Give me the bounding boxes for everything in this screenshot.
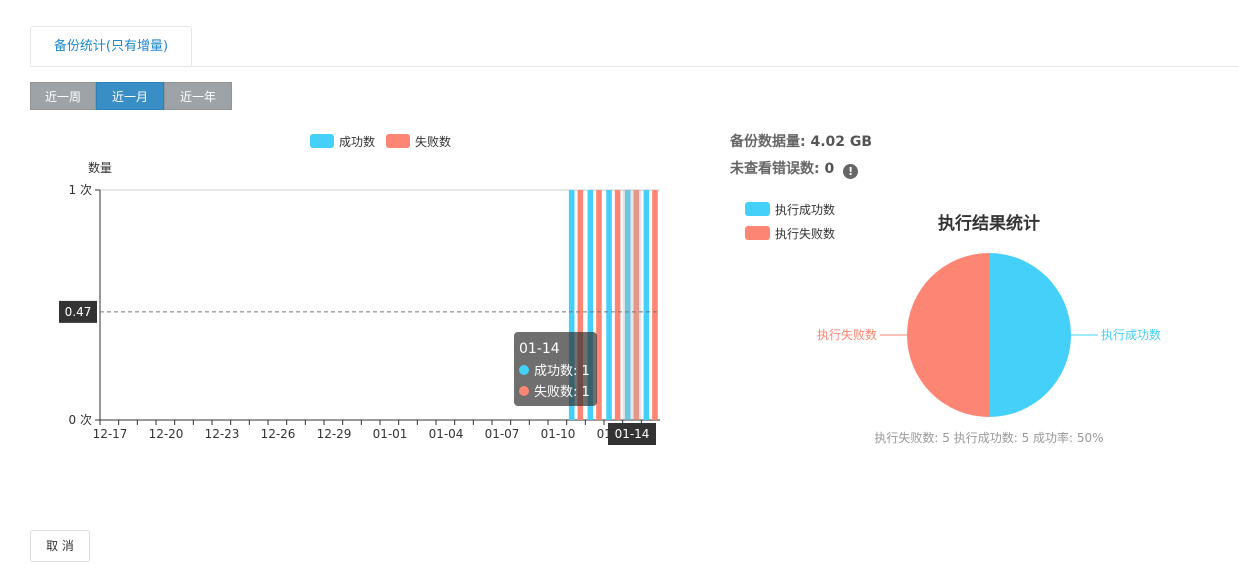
x-tick-label: 12-17 <box>93 427 128 441</box>
x-tick-label: 12-20 <box>149 427 184 441</box>
legend-swatch-0[interactable] <box>310 134 334 148</box>
bar-success-01-13[interactable] <box>606 190 612 420</box>
unviewed-errors-info: 未查看错误数: 0 ! <box>730 158 859 179</box>
pie-legend-swatch-1[interactable] <box>745 226 770 240</box>
bar-failure-01-15[interactable] <box>652 190 658 420</box>
cursor-x-label: 01-14 <box>615 427 650 441</box>
bar-failure-01-14[interactable] <box>633 190 640 420</box>
x-tick-label: 01-01 <box>373 427 408 441</box>
range-year-button[interactable]: 近一年 <box>164 82 232 110</box>
range-button-group: 近一周 近一月 近一年 <box>30 82 232 110</box>
hover-highlight <box>622 190 642 420</box>
bar-success-01-11[interactable] <box>568 190 575 420</box>
pie-slice-0[interactable] <box>989 253 1071 417</box>
x-tick-label: 01-10 <box>541 427 576 441</box>
pie-slice-label-0: 执行成功数 <box>1101 327 1161 342</box>
tooltip-row-1: 失败数: 1 <box>534 385 590 400</box>
cursor-y-label-bg <box>59 300 97 323</box>
tooltip-dot-1 <box>519 386 529 396</box>
y-tick-label-0: 0 次 <box>69 413 92 427</box>
unviewed-errors-label: 未查看错误数: <box>730 161 820 177</box>
tab-backup-stats[interactable]: 备份统计(只有增量) <box>30 26 192 66</box>
tooltip-title: 01-14 <box>519 341 560 357</box>
bar-success-01-14[interactable] <box>624 190 631 420</box>
x-tick-label: 12-23 <box>205 427 240 441</box>
bar-failure-01-12[interactable] <box>596 190 602 420</box>
pie-slice-label-1: 执行失败数 <box>817 327 877 342</box>
y-tick-label-1: 1 次 <box>69 183 92 197</box>
pie-summary: 执行失败数: 5 执行成功数: 5 成功率: 50% <box>874 430 1103 445</box>
pie-title: 执行结果统计 <box>938 213 1040 234</box>
pie-legend-label-1[interactable]: 执行失败数 <box>775 226 835 241</box>
bar-success-01-15[interactable] <box>643 190 650 420</box>
x-tick-label: 01-04 <box>429 427 464 441</box>
tabs-bar: 备份统计(只有增量) <box>30 26 1239 67</box>
tooltip-bg <box>514 332 597 406</box>
pie-legend-swatch-0[interactable] <box>745 202 770 216</box>
cursor-x-label-bg <box>608 423 656 445</box>
bar-success-01-12[interactable] <box>587 190 594 420</box>
unviewed-errors-value: 0 <box>824 161 835 177</box>
exclamation-circle-icon[interactable]: ! <box>843 164 859 179</box>
bar-failure-01-13[interactable] <box>614 190 621 420</box>
backup-size-value: 4.02 GB <box>810 134 873 150</box>
range-month-button[interactable]: 近一月 <box>96 82 164 110</box>
pie-legend-label-0[interactable]: 执行成功数 <box>775 202 835 217</box>
cursor-y-label: 0.47 <box>65 305 92 319</box>
backup-size-info: 备份数据量: 4.02 GB <box>730 131 872 151</box>
range-week-button[interactable]: 近一周 <box>30 82 96 110</box>
tooltip-dot-0 <box>519 365 529 375</box>
chart-tooltip: 01-14 成功数: 1 失败数: 1 <box>514 332 597 406</box>
legend-swatch-1[interactable] <box>386 134 410 148</box>
x-tick-label: 01-07 <box>485 427 520 441</box>
legend-label-1[interactable]: 失败数 <box>415 134 451 149</box>
x-tick-label: 12-26 <box>261 427 296 441</box>
cancel-button[interactable]: 取 消 <box>30 530 90 562</box>
legend-label-0[interactable]: 成功数 <box>339 134 375 149</box>
bar-failure-01-11[interactable] <box>577 190 584 420</box>
y-axis-label: 数量 <box>88 160 112 175</box>
backup-size-label: 备份数据量: <box>730 134 806 150</box>
pie-slice-1[interactable] <box>907 253 989 417</box>
tooltip-row-0: 成功数: 1 <box>534 364 590 379</box>
x-tick-label: 12-29 <box>317 427 352 441</box>
